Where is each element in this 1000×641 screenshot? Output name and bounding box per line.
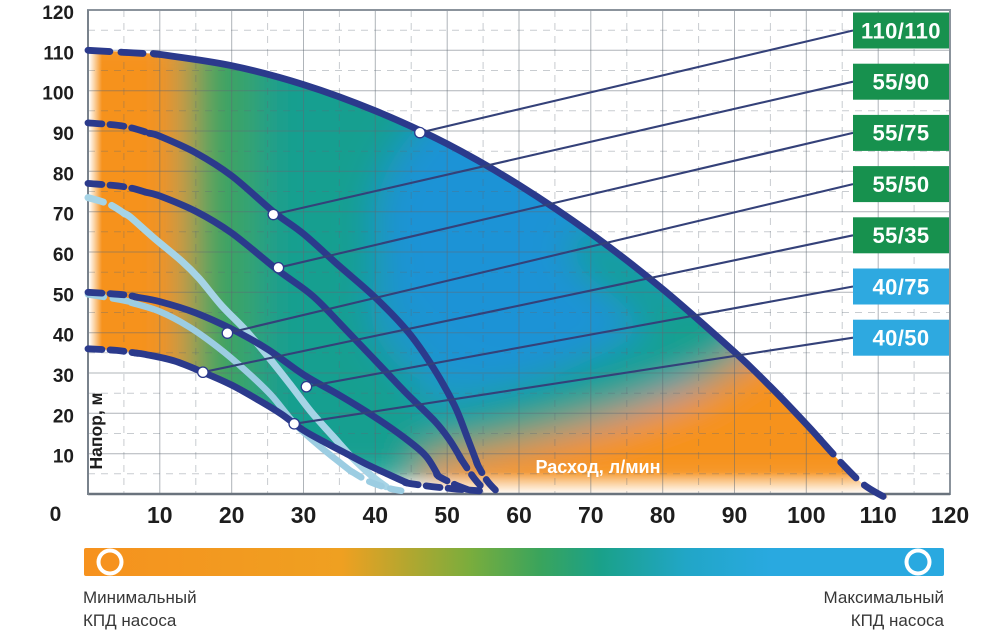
- svg-text:90: 90: [722, 502, 748, 528]
- svg-text:100: 100: [42, 84, 74, 105]
- svg-text:Минимальный: Минимальный: [83, 588, 197, 607]
- svg-text:Напор, м: Напор, м: [86, 393, 106, 470]
- svg-text:Расход, л/мин: Расход, л/мин: [536, 457, 661, 477]
- svg-text:80: 80: [53, 164, 74, 185]
- svg-text:55/35: 55/35: [872, 223, 929, 248]
- svg-text:120: 120: [42, 3, 74, 24]
- svg-text:10: 10: [53, 447, 74, 468]
- svg-text:90: 90: [53, 124, 74, 145]
- svg-text:40/75: 40/75: [872, 274, 929, 299]
- svg-text:Максимальный: Максимальный: [824, 588, 944, 607]
- svg-text:120: 120: [931, 502, 969, 528]
- svg-text:110: 110: [860, 502, 897, 528]
- svg-text:0: 0: [50, 503, 62, 526]
- svg-text:20: 20: [219, 502, 245, 528]
- svg-text:40/50: 40/50: [872, 326, 929, 351]
- svg-text:55/75: 55/75: [872, 121, 929, 146]
- svg-text:10: 10: [147, 502, 173, 528]
- svg-text:КПД насоса: КПД насоса: [83, 611, 177, 630]
- svg-text:20: 20: [53, 406, 74, 427]
- svg-text:50: 50: [53, 285, 74, 306]
- svg-text:100: 100: [787, 502, 825, 528]
- svg-text:50: 50: [434, 502, 460, 528]
- svg-text:70: 70: [53, 205, 74, 226]
- svg-text:110/110: 110/110: [861, 18, 941, 43]
- svg-text:КПД насоса: КПД насоса: [851, 611, 945, 630]
- svg-text:55/90: 55/90: [872, 70, 929, 95]
- svg-text:30: 30: [53, 366, 74, 387]
- svg-text:80: 80: [650, 502, 676, 528]
- svg-text:70: 70: [578, 502, 604, 528]
- svg-text:60: 60: [506, 502, 532, 528]
- svg-text:40: 40: [363, 502, 389, 528]
- svg-text:110: 110: [43, 43, 74, 64]
- svg-text:55/50: 55/50: [872, 172, 929, 197]
- svg-text:40: 40: [53, 326, 74, 347]
- svg-text:30: 30: [291, 502, 317, 528]
- svg-text:60: 60: [53, 245, 74, 266]
